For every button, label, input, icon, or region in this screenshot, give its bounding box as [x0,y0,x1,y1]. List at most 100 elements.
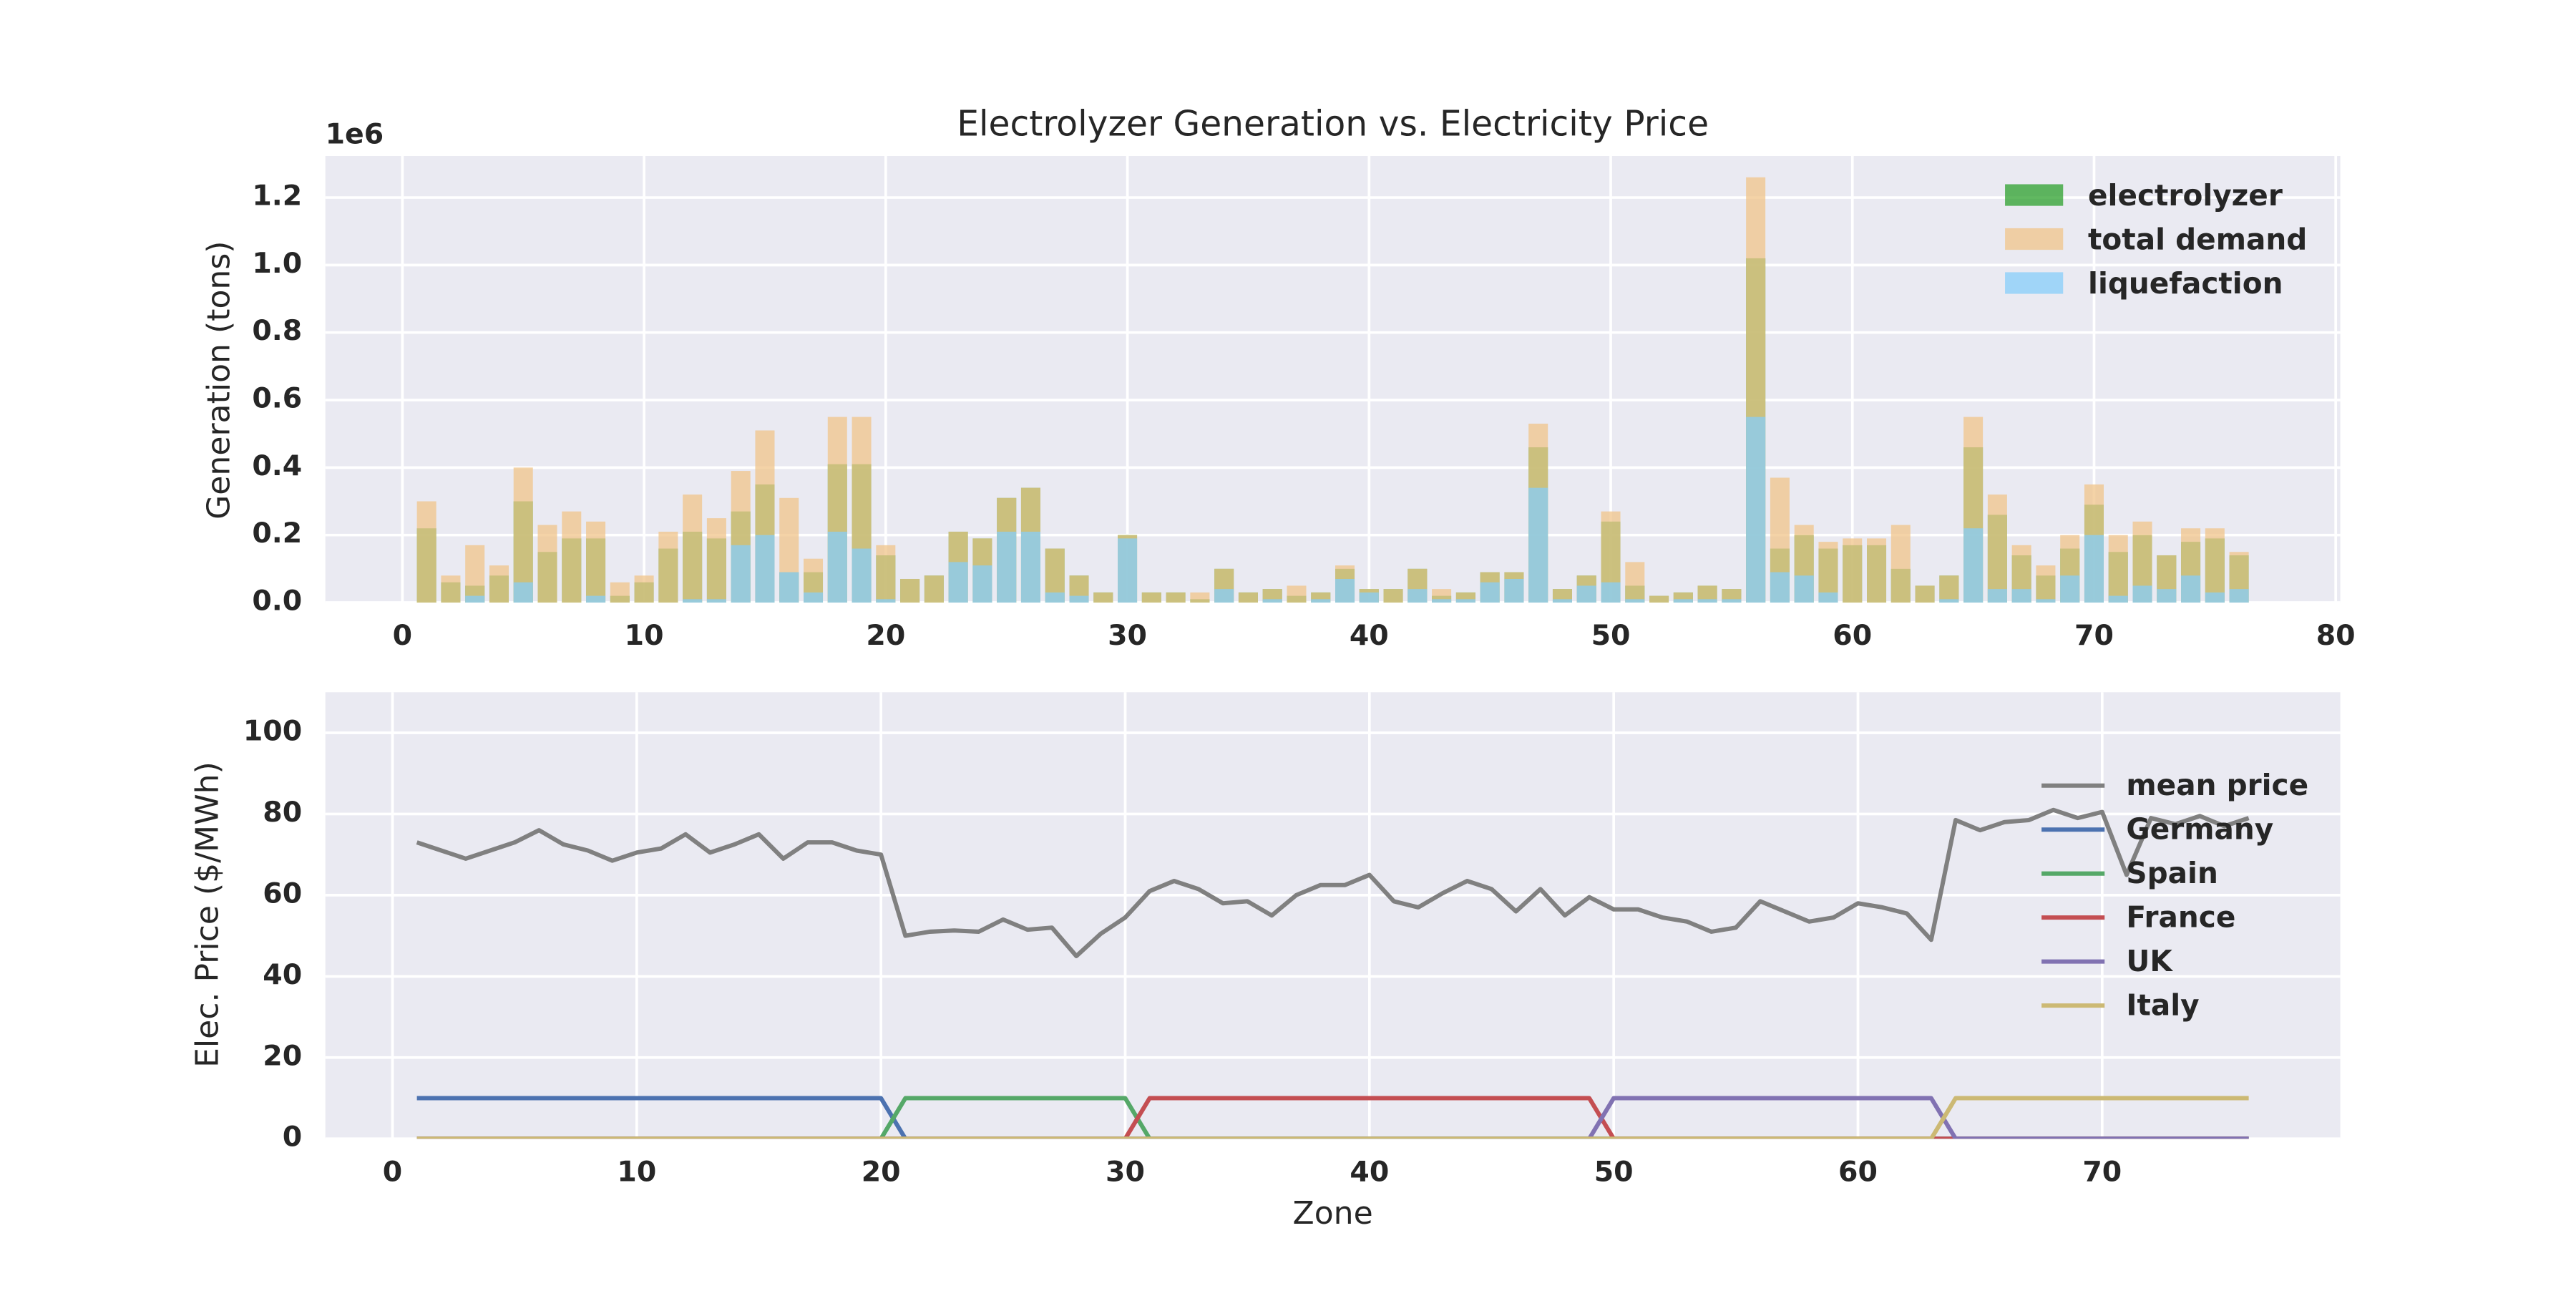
bar [1843,538,1863,603]
y-tick-label: 0.0 [252,585,302,618]
plot-background [325,692,2341,1139]
x-tick-label: 20 [862,1155,901,1188]
bar [1746,416,1766,603]
bar [706,599,726,603]
bar [1190,592,1210,603]
y-offset-label: 1e6 [326,118,384,151]
bar [416,501,436,603]
bar [2060,575,2080,603]
bar [997,531,1017,603]
bar [1939,599,1959,603]
bar [562,511,582,603]
bar [876,599,896,603]
bar [755,535,775,603]
line [416,1096,2249,1139]
x-tick-label: 10 [625,619,664,652]
bar [1601,582,1621,603]
bar [465,545,485,603]
legend-label: mean price [2126,768,2308,802]
x-tick-label: 60 [1838,1155,1878,1188]
bar [1649,595,1669,603]
bar [852,548,872,603]
bar [1214,589,1234,603]
legend-swatch [2005,184,2064,206]
x-tick-label: 10 [617,1155,656,1188]
x-tick-label: 80 [2316,619,2356,652]
bar [1697,585,1717,603]
bar [1722,599,1742,603]
legend-label: Germany [2126,812,2273,847]
bar [2011,589,2031,603]
bar [683,599,703,603]
y-tick-label: 0.6 [252,382,302,415]
bar [827,531,847,603]
legend-label: UK [2126,944,2173,978]
bar [1383,589,1403,603]
y-axis-label: Generation (tons) [201,241,238,520]
bar [876,545,896,603]
y-tick-label: 0.4 [252,449,302,482]
bar [1262,599,1282,603]
x-axis-label: Zone [1293,1195,1373,1232]
y-tick-label: 0.2 [252,517,302,550]
bar [2157,589,2177,603]
bar [441,575,461,603]
bar [2036,599,2056,603]
bar [2084,535,2104,603]
bar [1407,589,1428,603]
y-tick-label: 40 [263,958,302,991]
x-tick-label: 20 [866,619,905,652]
x-tick-label: 30 [1108,619,1147,652]
bar [1625,599,1645,603]
x-tick-label: 50 [1594,1155,1634,1188]
bar [1480,582,1500,603]
bar [1794,575,1814,603]
bar [2205,592,2225,603]
bar [1770,572,1790,603]
bar [924,575,944,603]
bar [2132,585,2152,603]
bar [489,565,509,603]
bar [1576,585,1596,603]
bar [1987,495,2007,603]
bar [1238,592,1258,603]
x-tick-label: 0 [383,1155,402,1188]
x-tick-label: 50 [1591,619,1631,652]
y-tick-label: 0.8 [252,314,302,347]
x-tick-label: 40 [1350,619,1389,652]
bar [1987,589,2007,603]
line [416,1096,2249,1139]
legend-label: France [2126,900,2235,934]
bar [586,521,606,603]
bar [1963,528,1984,603]
bar [2108,535,2128,603]
y-axis-label: Elec. Price ($/MWh) [189,761,225,1068]
x-tick-label: 40 [1350,1155,1389,1188]
legend-label: Italy [2126,988,2199,1022]
x-tick-label: 70 [2082,1155,2122,1188]
legend-label: Spain [2126,856,2218,890]
x-tick-label: 30 [1106,1155,1145,1188]
x-tick-label: 70 [2074,619,2114,652]
legend-swatch [2005,272,2064,294]
bar [1504,578,1524,603]
legend-label: total demand [2088,223,2307,257]
bar [1818,592,1838,603]
bar [1311,599,1331,603]
legend-label: liquefaction [2088,266,2283,301]
bar [900,578,920,603]
bar [1890,525,1911,603]
bar [972,565,992,603]
bar [2181,575,2201,603]
bar [634,575,654,603]
bar [2205,528,2225,603]
legend-label: electrolyzer [2088,178,2283,213]
y-tick-label: 80 [263,796,302,829]
bar [465,595,485,603]
bar [1069,595,1089,603]
legend-swatch [2005,228,2064,250]
bar [1818,542,1838,603]
bar [1045,592,1065,603]
bar [2108,595,2128,603]
